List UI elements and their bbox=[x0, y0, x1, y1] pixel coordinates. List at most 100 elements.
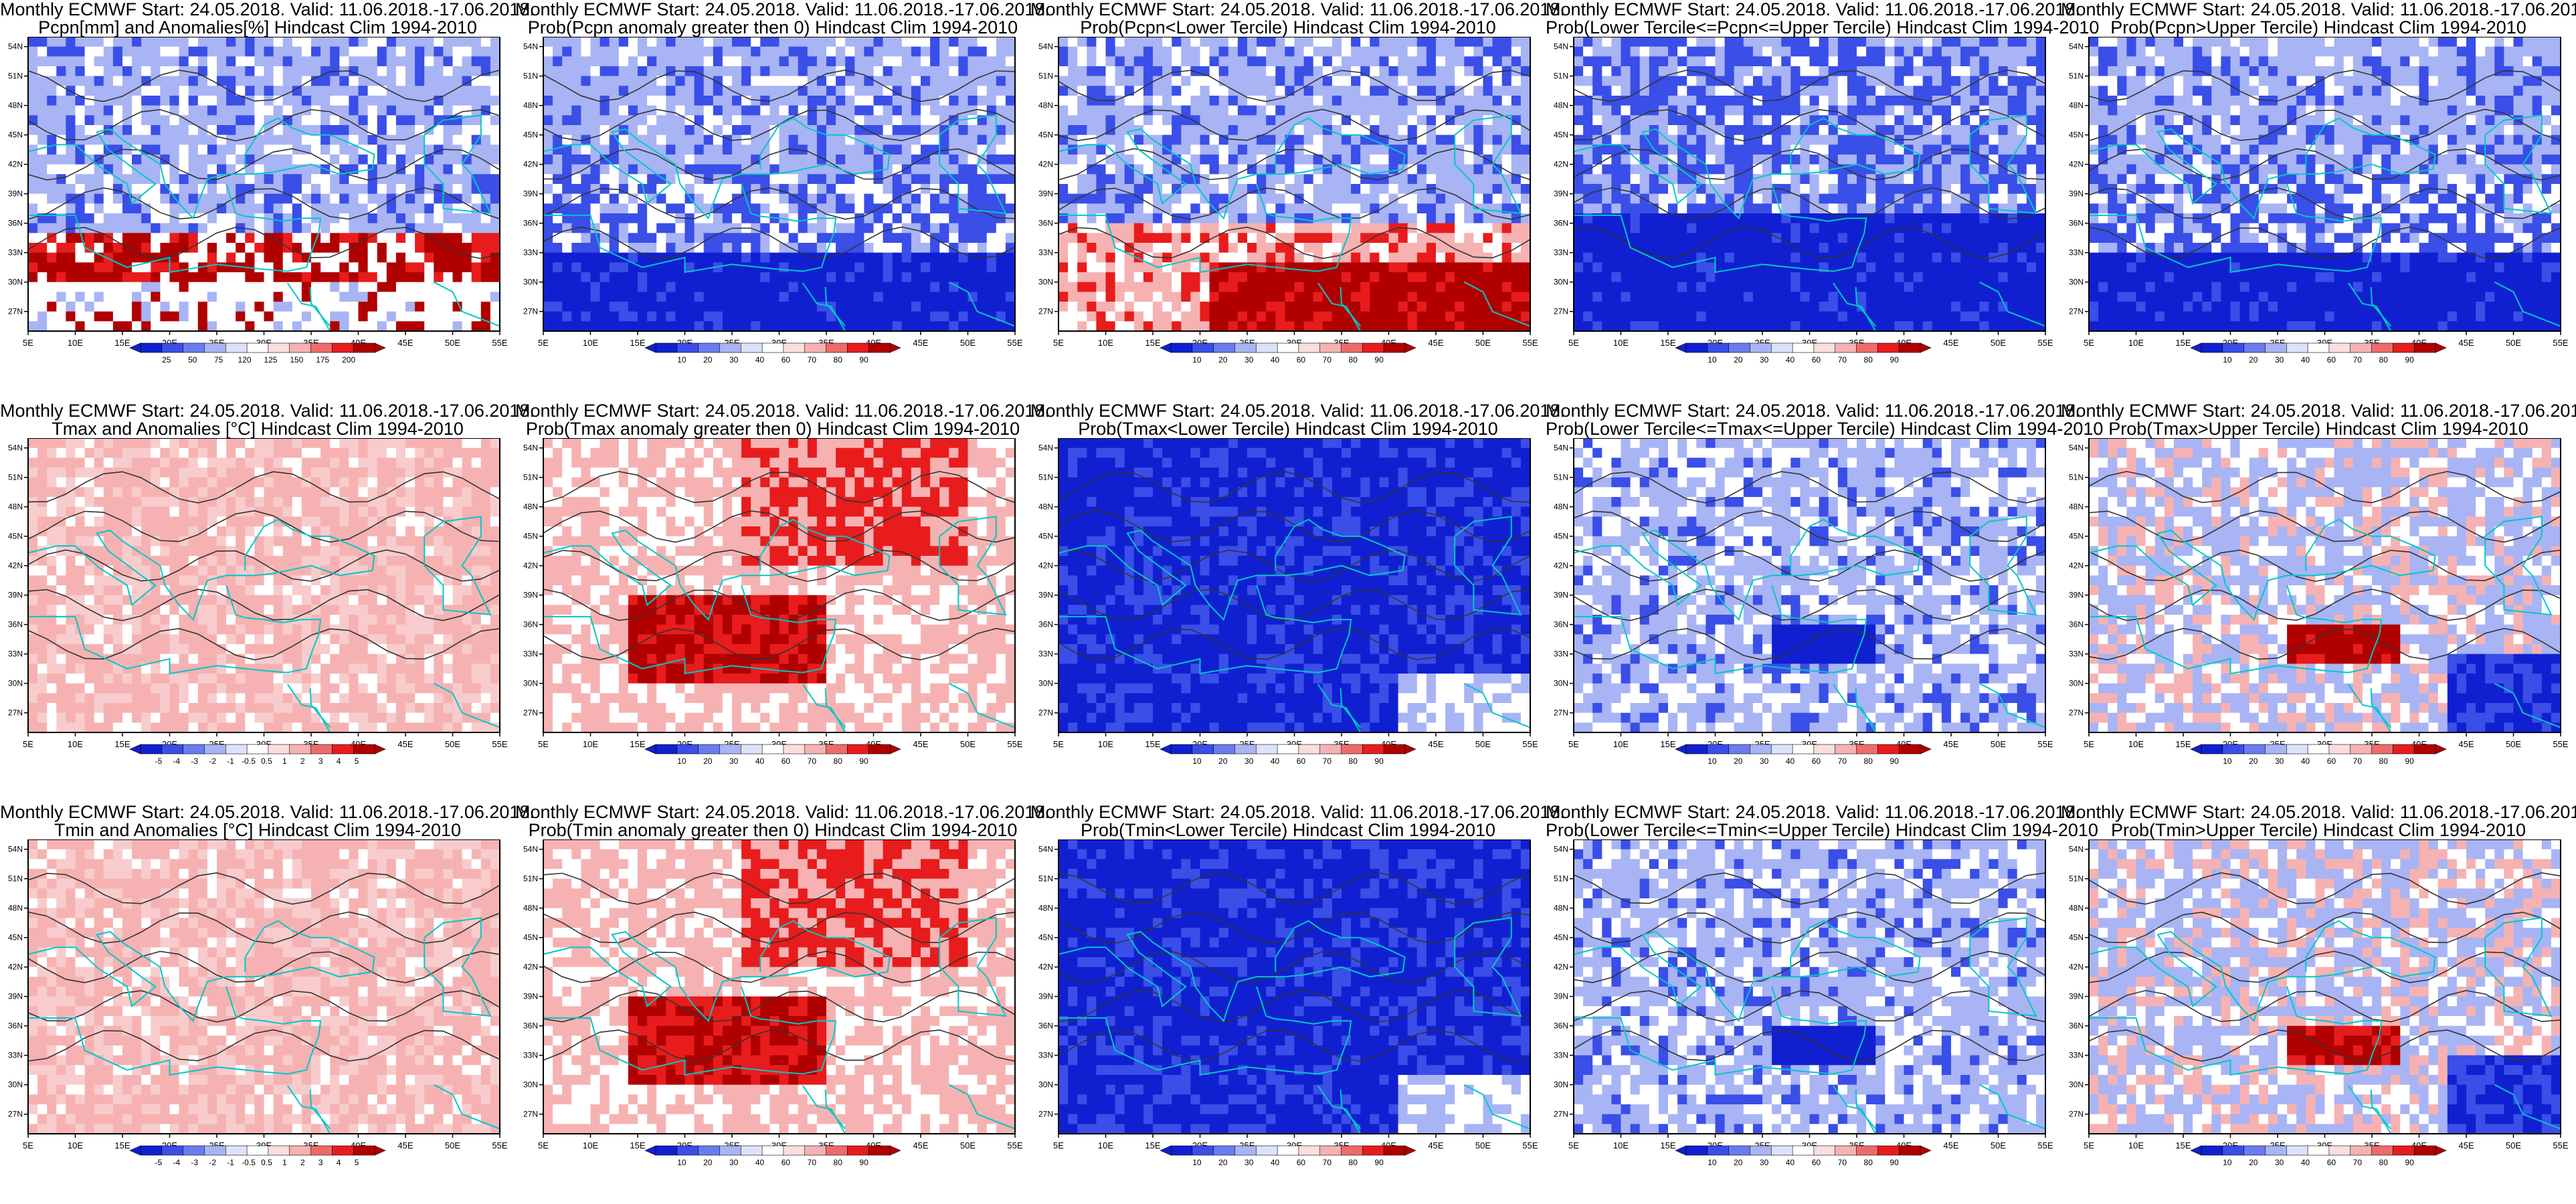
colorbar-segment bbox=[655, 744, 678, 755]
colorbar-label: 70 bbox=[808, 757, 817, 766]
panel-title-line2: Prob(Lower Tercile<=Tmax<=Upper Tercile)… bbox=[1546, 419, 2103, 438]
lat-tick-label: 54N bbox=[1554, 845, 1568, 854]
colorbar-label: 80 bbox=[1349, 757, 1358, 766]
colorbar-segment bbox=[761, 744, 784, 755]
colorbar-label: 20 bbox=[703, 757, 713, 766]
lat-tick-label: 42N bbox=[2069, 160, 2084, 169]
colorbar-segment bbox=[246, 342, 269, 353]
forecast-map: 5E 10E 15E 20E 25E 30E 35E 40E 45E 50E 55E54N51N48… bbox=[1038, 438, 1538, 749]
lon-tick-label: 55E bbox=[2553, 739, 2568, 749]
colorbar-arrow-low bbox=[2190, 1145, 2202, 1156]
lat-tick-label: 54N bbox=[2069, 443, 2084, 453]
forecast-field bbox=[543, 839, 1016, 1134]
colorbar-segment bbox=[698, 342, 721, 353]
colorbar-segment bbox=[1362, 744, 1384, 755]
lat-tick-label: 30N bbox=[1038, 1080, 1053, 1090]
lon-tick-label: 10E bbox=[583, 739, 598, 749]
colorbar-segment bbox=[2286, 1145, 2308, 1156]
colorbar-arrow-high bbox=[374, 342, 386, 353]
colorbar-segment bbox=[1856, 342, 1879, 353]
colorbar-label: -5 bbox=[155, 757, 163, 766]
colorbar-label: 30 bbox=[2275, 757, 2284, 766]
colorbar-label: 40 bbox=[1786, 355, 1795, 365]
lat-tick-label: 33N bbox=[8, 248, 23, 258]
lat-tick-label: 30N bbox=[2069, 1080, 2084, 1090]
lat-tick-label: 54N bbox=[2069, 42, 2084, 52]
lon-tick-label: 15E bbox=[1145, 1140, 1160, 1150]
colorbar-segment bbox=[2371, 342, 2394, 353]
colorbar-segment bbox=[698, 1145, 721, 1156]
lat-tick-label: 45N bbox=[1038, 532, 1053, 541]
forecast-panel: Monthly ECMWF Start: 24.05.2018. Valid: … bbox=[515, 803, 1050, 1204]
lat-tick-label: 48N bbox=[2069, 904, 2084, 913]
colorbar-label: 90 bbox=[2405, 1158, 2414, 1167]
colorbar: 10 20 30 40 60 70 80 90 bbox=[644, 744, 901, 766]
colorbar-label: 20 bbox=[1734, 1158, 1743, 1167]
contour-lines bbox=[1573, 471, 2046, 661]
lat-tick-label: 33N bbox=[1554, 649, 1568, 659]
lon-tick-label: 10E bbox=[2128, 1140, 2144, 1150]
colorbar-arrow-low bbox=[644, 744, 656, 755]
lon-tick-label: 5E bbox=[2084, 1140, 2094, 1150]
colorbar-segment bbox=[868, 1145, 891, 1156]
lon-tick-label: 10E bbox=[583, 1140, 598, 1150]
colorbar-label: 2 bbox=[300, 1158, 305, 1167]
colorbar-label: 70 bbox=[2353, 355, 2363, 365]
lon-tick-label: 5E bbox=[2084, 739, 2094, 749]
forecast-map: 5E 10E 15E 20E 25E 30E 35E 40E 45E 50E 55E54N51N48… bbox=[1038, 37, 1538, 348]
colorbar-label: 80 bbox=[2379, 355, 2389, 365]
panel-title-line2: Prob(Tmin>Upper Tercile) Hindcast Clim 1… bbox=[2061, 821, 2576, 839]
forecast-field bbox=[28, 839, 500, 1134]
lon-tick-label: 50E bbox=[1991, 739, 2006, 749]
colorbar-label: 70 bbox=[1323, 1158, 1332, 1167]
colorbar-segment bbox=[1856, 1145, 1879, 1156]
lat-tick-label: 54N bbox=[8, 845, 23, 854]
colorbar-segment bbox=[868, 744, 891, 755]
colorbar-label: 20 bbox=[1218, 1158, 1228, 1167]
lat-tick-label: 42N bbox=[8, 160, 23, 169]
lon-tick-label: 45E bbox=[1943, 1140, 1958, 1150]
lat-tick-label: 27N bbox=[1554, 708, 1568, 718]
lat-tick-label: 33N bbox=[2069, 649, 2084, 659]
lon-tick-label: 15E bbox=[630, 739, 645, 749]
forecast-field bbox=[28, 37, 500, 332]
colorbar: 10 20 30 40 60 70 80 90 bbox=[1160, 744, 1416, 766]
forecast-map: 5E 10E 15E 20E 25E 30E 35E 40E 45E 50E 55E54N51N48… bbox=[2069, 839, 2569, 1150]
lat-tick-label: 48N bbox=[1038, 904, 1053, 913]
lat-tick-label: 42N bbox=[8, 963, 23, 972]
colorbar-label: 30 bbox=[1245, 355, 1254, 365]
colorbar-segment bbox=[1835, 342, 1857, 353]
lat-tick-label: 51N bbox=[1038, 874, 1053, 884]
lat-tick-label: 42N bbox=[8, 561, 23, 571]
colorbar-label: 10 bbox=[1192, 1158, 1202, 1167]
panel-title-line1: Monthly ECMWF Start: 24.05.2018. Valid: … bbox=[2061, 401, 2576, 420]
lon-tick-label: 5E bbox=[538, 1140, 549, 1150]
colorbar-segment bbox=[2286, 744, 2308, 755]
colorbar-segment bbox=[761, 1145, 784, 1156]
lon-tick-label: 15E bbox=[114, 1140, 130, 1150]
colorbar-label: 30 bbox=[729, 1158, 739, 1167]
colorbar-segment bbox=[804, 1145, 827, 1156]
lat-tick-label: 30N bbox=[523, 1080, 538, 1090]
colorbar-segment bbox=[676, 744, 699, 755]
colorbar-segment bbox=[783, 744, 806, 755]
lon-tick-label: 45E bbox=[1428, 338, 1443, 348]
lat-tick-label: 36N bbox=[523, 1021, 538, 1031]
lat-tick-label: 42N bbox=[1554, 963, 1568, 972]
lat-tick-label: 39N bbox=[1038, 992, 1053, 1001]
colorbar-arrow-high bbox=[889, 744, 901, 755]
lat-tick-label: 48N bbox=[2069, 502, 2084, 512]
lat-tick-label: 30N bbox=[1038, 679, 1053, 688]
colorbar-segment bbox=[847, 744, 869, 755]
colorbar-label: 5 bbox=[355, 757, 359, 766]
lat-tick-label: 30N bbox=[1554, 1080, 1568, 1090]
lat-tick-label: 48N bbox=[523, 101, 538, 110]
colorbar-label: 60 bbox=[1812, 355, 1821, 365]
colorbar-segment bbox=[1877, 342, 1900, 353]
forecast-map: 5E 10E 15E 20E 25E 30E 35E 40E 45E 50E 55E54N51N48… bbox=[8, 839, 508, 1150]
colorbar-label: 60 bbox=[2327, 757, 2336, 766]
lat-tick-label: 48N bbox=[523, 502, 538, 512]
forecast-map: 5E 10E 15E 20E 25E 30E 35E 40E 45E 50E 55E54N51N48… bbox=[1554, 839, 2053, 1150]
colorbar-segment bbox=[719, 342, 742, 353]
